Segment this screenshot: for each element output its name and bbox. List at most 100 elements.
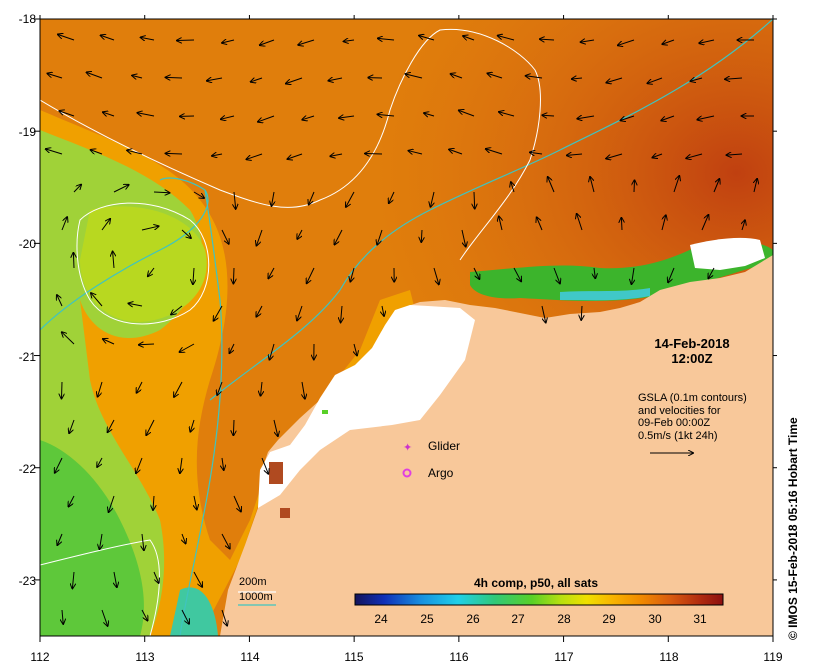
lon-tick-label: 117 (554, 650, 574, 664)
colorbar-tick-label: 27 (511, 612, 525, 626)
velocity-arrow (463, 36, 475, 40)
velocity-arrow (581, 40, 595, 42)
velocity-arrow (339, 116, 355, 118)
velocity-arrow (62, 609, 63, 624)
velocity-arrow (233, 495, 241, 512)
velocity-arrow (234, 191, 236, 209)
velocity-arrow (222, 40, 235, 43)
velocity-arrow (350, 267, 354, 282)
velocity-arrow (62, 332, 75, 345)
velocity-arrow (346, 191, 355, 207)
velocity-arrow (298, 39, 315, 45)
velocity-arrow (621, 115, 635, 120)
imos-credit: © IMOS 15-Feb-2018 05:16 Hobart Time (786, 417, 800, 640)
velocity-arrow (272, 191, 275, 206)
glider-track (322, 410, 328, 414)
velocity-arrow (174, 381, 183, 397)
colorbar-tick-label: 26 (466, 612, 480, 626)
velocity-arrow (708, 267, 715, 278)
velocity-arrow (59, 111, 75, 117)
velocity-arrow (632, 267, 635, 284)
velocity-arrow (541, 305, 546, 323)
velocity-arrow (62, 381, 63, 398)
colorbar-tick-label: 30 (648, 612, 662, 626)
velocity-arrow (261, 457, 268, 474)
velocity-arrow (548, 177, 555, 193)
velocity-arrow (419, 36, 435, 41)
velocity-arrow (221, 533, 230, 549)
velocity-arrow (48, 74, 63, 79)
colorbar-tick-label: 28 (557, 612, 571, 626)
lon-tick-label: 118 (659, 650, 679, 664)
warm-patch-2 (280, 508, 290, 518)
isobath-1000m-label: 1000m (239, 591, 273, 603)
velocity-arrow (251, 78, 263, 82)
velocity-arrow (713, 179, 719, 193)
velocity-arrow (57, 533, 63, 545)
glider-label: Glider (428, 439, 461, 453)
velocity-arrow (214, 305, 223, 321)
velocity-arrow (697, 115, 715, 120)
velocity-arrow (424, 113, 435, 116)
isobath-200m-label: 200m (239, 576, 267, 588)
velocity-arrow (540, 39, 555, 40)
velocity-arrow (97, 457, 103, 467)
land (220, 255, 773, 636)
velocity-arrow (217, 381, 223, 395)
velocity-arrow (648, 77, 663, 83)
velocity-arrow (141, 226, 159, 231)
velocity-arrow (754, 179, 757, 193)
velocity-arrow (354, 343, 357, 355)
velocity-arrow (409, 151, 423, 154)
velocity-arrow (166, 153, 183, 154)
velocity-arrow (221, 609, 227, 626)
lat-tick-label: -22 (18, 462, 36, 476)
velocity-arrow (233, 419, 234, 435)
velocity-arrow (668, 267, 675, 282)
velocity-arrow (91, 293, 103, 307)
velocity-arrow (701, 215, 708, 231)
velocity-arrow (141, 609, 148, 621)
lon-tick-label: 113 (135, 650, 155, 664)
velocity-arrow (486, 149, 503, 155)
velocity-arrow (431, 191, 435, 207)
isobath-200m-contour-south (40, 539, 160, 636)
velocity-arrow (499, 112, 515, 117)
velocity-arrow (171, 305, 183, 315)
velocity-arrow (365, 154, 383, 155)
velocity-arrow (382, 305, 384, 316)
velocity-arrow (302, 381, 305, 399)
velocity-arrow (139, 344, 155, 345)
velocity-arrow (473, 267, 479, 279)
velocity-arrow (606, 77, 623, 83)
velocity-arrow (621, 218, 622, 231)
velocity-arrow (153, 571, 159, 583)
velocity-arrow (91, 150, 103, 155)
velocity-arrow (141, 37, 155, 40)
velocity-arrow (537, 217, 543, 231)
velocity-arrow (377, 229, 383, 245)
velocity-arrow (180, 343, 195, 352)
gsla-note: GSLA (0.1m contours) and velocities for … (638, 392, 747, 442)
velocity-arrow (727, 154, 743, 155)
velocity-arrow (101, 35, 115, 41)
velocity-arrow (166, 77, 183, 78)
velocity-arrow (103, 112, 115, 116)
plot-frame (39, 18, 774, 637)
velocity-arrow (114, 571, 117, 587)
velocity-arrow (499, 217, 502, 231)
velocity-arrow (513, 267, 521, 281)
velocity-arrow (57, 295, 63, 307)
velocity-arrow (69, 495, 75, 507)
velocity-arrow (302, 116, 315, 120)
coastal-cloud-east (690, 237, 765, 270)
velocity-arrow (194, 495, 197, 509)
velocity-arrow (449, 149, 463, 155)
velocity-arrow (103, 339, 115, 345)
axis-ticks (34, 15, 777, 642)
velocity-arrow (653, 154, 663, 158)
argo-marker-icon (402, 468, 412, 478)
colorbar-tick-label: 29 (602, 612, 616, 626)
velocity-arrow (142, 533, 144, 550)
velocity-arrow (61, 217, 67, 231)
